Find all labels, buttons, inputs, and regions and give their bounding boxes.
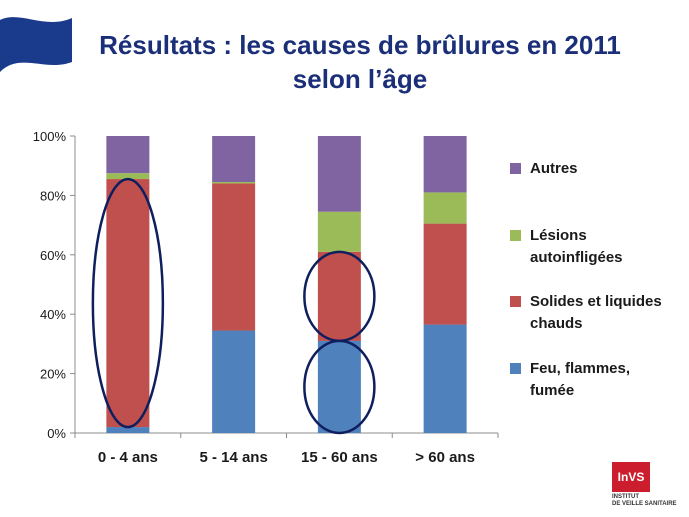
flag-decoration — [0, 17, 72, 73]
y-tick-label: 60% — [40, 248, 66, 263]
legend-label: Autres — [530, 158, 689, 180]
bar-segment — [106, 427, 150, 433]
bar-segment — [212, 136, 256, 183]
bar-segment — [212, 182, 256, 184]
slide-title-line2: selon l’âge — [292, 64, 428, 94]
invs-logo: InVS INSTITUT DE VEILLE SANITAIRE — [612, 462, 677, 512]
bar-segment — [106, 136, 150, 174]
highlight-ellipse — [303, 339, 376, 435]
logo-subtitle: INSTITUT DE VEILLE SANITAIRE — [612, 494, 682, 508]
legend-label-line: autoinfligées — [530, 249, 623, 266]
logo-subtitle-line1: INSTITUT — [612, 494, 639, 500]
logo-mark: InVS — [612, 462, 650, 492]
legend-swatch — [510, 296, 521, 307]
bar-segment — [423, 192, 467, 224]
x-category-label: 0 - 4 ans — [98, 449, 158, 466]
x-category-label: > 60 ans — [415, 449, 475, 466]
y-tick-label: 40% — [40, 307, 66, 322]
bar-segment — [317, 251, 361, 341]
legend-label: Feu, flammes, fumée — [530, 358, 689, 402]
highlight-ellipse — [91, 177, 165, 429]
legend-label: Solides et liquides chauds — [530, 291, 689, 335]
bar-segment — [212, 183, 256, 331]
bar-segment — [423, 324, 467, 433]
legend-swatch — [510, 363, 521, 374]
slide-title-line1: Résultats : les causes de brûlures en 20… — [99, 30, 621, 60]
legend-label-line: chauds — [530, 315, 583, 332]
bar-segment — [106, 179, 150, 428]
y-tick-label: 20% — [40, 367, 66, 382]
bar-segment — [317, 136, 361, 212]
legend-swatch — [510, 230, 521, 241]
bar-segment — [423, 223, 467, 325]
legend-label-line: Solides et liquides — [530, 293, 662, 310]
legend-label: Lésions autoinfligées — [530, 225, 689, 269]
x-category-label: 5 - 14 ans — [199, 449, 267, 466]
bar-segment — [106, 173, 150, 180]
legend-label-line: Lésions — [530, 227, 587, 244]
legend-label-line: fumée — [530, 382, 575, 399]
legend-label-line: Autres — [530, 160, 578, 177]
bar-segment — [317, 340, 361, 433]
legend-swatch — [510, 163, 521, 174]
bar-segment — [317, 211, 361, 252]
bar-segment — [212, 330, 256, 433]
y-tick-label: 80% — [40, 188, 66, 203]
bar-segment — [423, 136, 467, 193]
legend-label-line: Feu, flammes, — [530, 360, 631, 377]
y-tick-label: 0% — [47, 426, 66, 441]
x-category-label: 15 - 60 ans — [301, 449, 378, 466]
y-tick-label: 100% — [33, 129, 67, 144]
logo-subtitle-line2: DE VEILLE SANITAIRE — [612, 501, 677, 507]
